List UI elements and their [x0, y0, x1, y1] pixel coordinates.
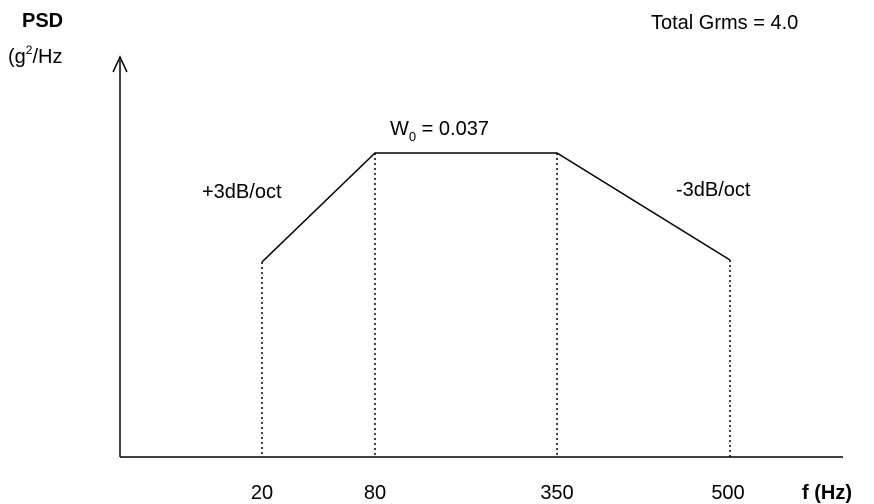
plateau-label: W0 = 0.037 [390, 118, 489, 144]
plateau-value: = 0.037 [416, 118, 489, 140]
y-axis-arrow [112, 55, 128, 73]
y-axis-unit-close: /Hz [32, 46, 62, 68]
rising-slope-label: +3dB/oct [202, 181, 282, 203]
freq-label-350: 350 [540, 482, 573, 504]
x-axis-title: f (Hz) [802, 482, 852, 504]
y-axis-unit-sup: 2 [26, 43, 33, 57]
y-axis-unit: (g2/Hz [8, 43, 62, 68]
total-grms-label: Total Grms = 4.0 [651, 12, 798, 34]
freq-label-20: 20 [251, 482, 273, 504]
falling-slope-label: -3dB/oct [676, 179, 751, 201]
plateau-subscript: 0 [409, 129, 416, 144]
psd-profile-line [261, 152, 731, 263]
freq-label-500: 500 [711, 482, 744, 504]
plateau-symbol: W [390, 118, 409, 140]
y-axis-title: PSD [22, 10, 63, 32]
freq-label-80: 80 [364, 482, 386, 504]
y-axis-unit-open: (g [8, 46, 26, 68]
